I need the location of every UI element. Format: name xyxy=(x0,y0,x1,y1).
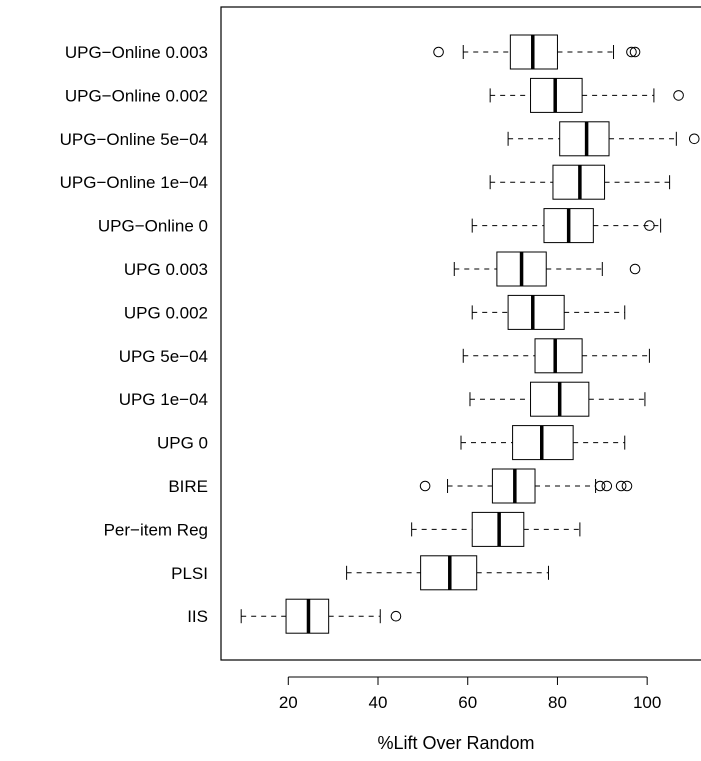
box-group xyxy=(489,164,671,200)
box-group xyxy=(507,121,700,157)
category-label: UPG 0.003 xyxy=(124,260,208,279)
category-label: UPG−Online 0 xyxy=(98,217,208,236)
box-group xyxy=(433,34,641,70)
box-group xyxy=(471,294,626,330)
x-axis: 20 40 60 80 100 xyxy=(279,676,661,712)
box-group xyxy=(411,511,581,547)
plot-frame xyxy=(220,6,701,661)
box-group xyxy=(346,555,549,591)
outlier-point xyxy=(419,480,431,492)
box-group xyxy=(460,425,626,461)
category-label: UPG 0 xyxy=(157,434,208,453)
outlier-point xyxy=(629,263,641,275)
outlier-point xyxy=(644,220,655,231)
outlier-point xyxy=(601,480,613,492)
outlier-point xyxy=(688,133,700,145)
boxes xyxy=(240,34,700,634)
outlier-point xyxy=(673,90,684,101)
outlier-point xyxy=(615,480,627,492)
box-group xyxy=(469,381,646,417)
x-tick-label: 80 xyxy=(548,693,567,712)
category-label: UPG−Online 1e−04 xyxy=(60,173,208,192)
x-tick-label: 60 xyxy=(458,693,477,712)
x-tick-label: 20 xyxy=(279,693,298,712)
category-labels: UPG−Online 0.003 UPG−Online 0.002 UPG−Onli… xyxy=(60,43,208,626)
box-group xyxy=(453,251,641,287)
category-label: PLSI xyxy=(171,564,208,583)
category-label: IIS xyxy=(187,607,208,626)
box-group xyxy=(240,598,402,634)
outlier-point xyxy=(594,480,606,492)
x-axis-label: %Lift Over Random xyxy=(377,733,534,753)
category-label: UPG 1e−04 xyxy=(119,390,208,409)
box-group xyxy=(489,77,684,113)
category-label: UPG 0.002 xyxy=(124,303,208,322)
category-label: BIRE xyxy=(168,477,208,496)
category-label: UPG 5e−04 xyxy=(119,347,208,366)
category-label: UPG−Online 0.003 xyxy=(65,43,208,62)
box-group xyxy=(471,208,662,244)
outlier-point xyxy=(621,480,633,492)
outlier-point xyxy=(390,610,402,622)
outlier-point xyxy=(433,46,444,58)
iqr-box xyxy=(507,294,565,330)
outlier-point xyxy=(626,46,637,58)
category-label: UPG−Online 0.002 xyxy=(65,86,208,105)
box-group xyxy=(419,468,633,504)
iqr-box xyxy=(534,338,583,374)
category-label: UPG−Online 5e−04 xyxy=(60,130,208,149)
x-tick-label: 100 xyxy=(633,693,661,712)
iqr-box xyxy=(559,121,610,157)
x-tick-label: 40 xyxy=(369,693,388,712)
box-group xyxy=(462,338,650,374)
outlier-point xyxy=(629,46,641,58)
category-label: Per−item Reg xyxy=(104,520,208,539)
